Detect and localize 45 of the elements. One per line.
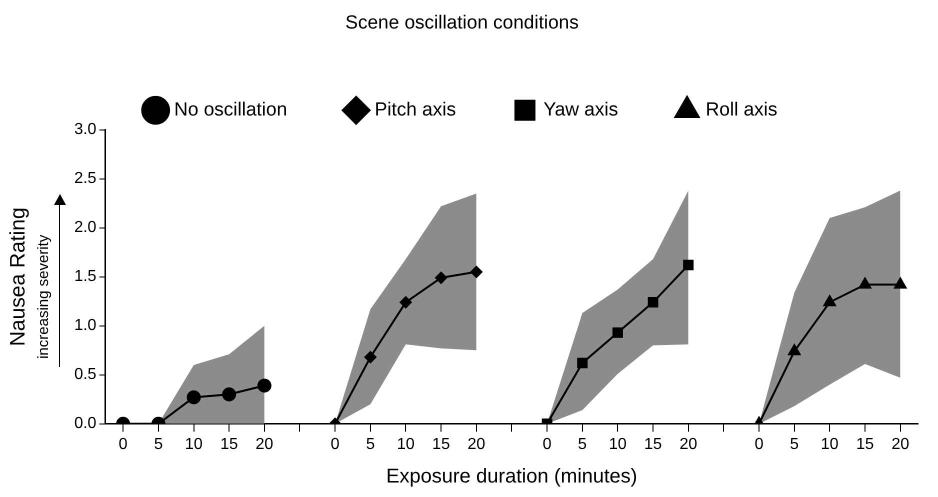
y-tick-label: 3.0 <box>74 121 97 138</box>
legend-label: Roll axis <box>706 100 778 121</box>
x-tick-label: 20 <box>679 436 698 453</box>
x-tick-label: 10 <box>184 436 203 453</box>
x-tick-label: 0 <box>754 436 764 453</box>
point <box>894 278 907 289</box>
point <box>470 266 482 278</box>
point <box>648 297 658 308</box>
y-tick-label: 0.0 <box>74 415 97 432</box>
x-tick-label: 5 <box>578 436 587 453</box>
legend-label: No oscillation <box>174 100 288 121</box>
y-tick-label: 2.5 <box>74 170 97 188</box>
legend-title: Scene oscillation conditions <box>345 12 579 34</box>
legend-label: Pitch axis <box>374 100 456 121</box>
x-tick-label: 15 <box>220 436 238 453</box>
y-tick-label: 2.0 <box>74 219 97 236</box>
x-tick-label: 10 <box>608 436 627 453</box>
text: increasing severity <box>35 234 52 359</box>
point <box>858 278 872 289</box>
x-tick-label: 15 <box>432 436 450 453</box>
x-tick-label: 0 <box>542 436 552 453</box>
point <box>823 295 836 306</box>
x-tick-label: 20 <box>256 436 274 453</box>
y-tick-label: 1.0 <box>74 317 97 334</box>
x-tick-label: 5 <box>790 436 799 453</box>
y-axis-title: Nausea Rating <box>6 207 30 346</box>
x-axis-title: Exposure duration (minutes) <box>386 466 638 488</box>
x-tick-label: 15 <box>644 436 662 453</box>
x-tick-label: 10 <box>396 436 415 453</box>
x-tick-label: 15 <box>856 436 874 453</box>
legend-label: Yaw axis <box>543 100 618 121</box>
point <box>612 327 623 338</box>
x-tick-label: 0 <box>118 436 128 453</box>
y-tick-label: 0.5 <box>74 366 97 384</box>
x-tick-label: 0 <box>330 436 340 453</box>
point <box>435 272 448 284</box>
x-tick-label: 10 <box>820 436 839 453</box>
point <box>788 344 801 356</box>
x-tick-label: 5 <box>154 436 163 453</box>
point <box>400 296 412 308</box>
point <box>683 260 694 270</box>
y-tick-label: 1.5 <box>74 268 97 286</box>
x-tick-label: 20 <box>891 436 910 453</box>
x-tick-label: 5 <box>366 436 375 453</box>
x-tick-label: 20 <box>467 436 486 453</box>
